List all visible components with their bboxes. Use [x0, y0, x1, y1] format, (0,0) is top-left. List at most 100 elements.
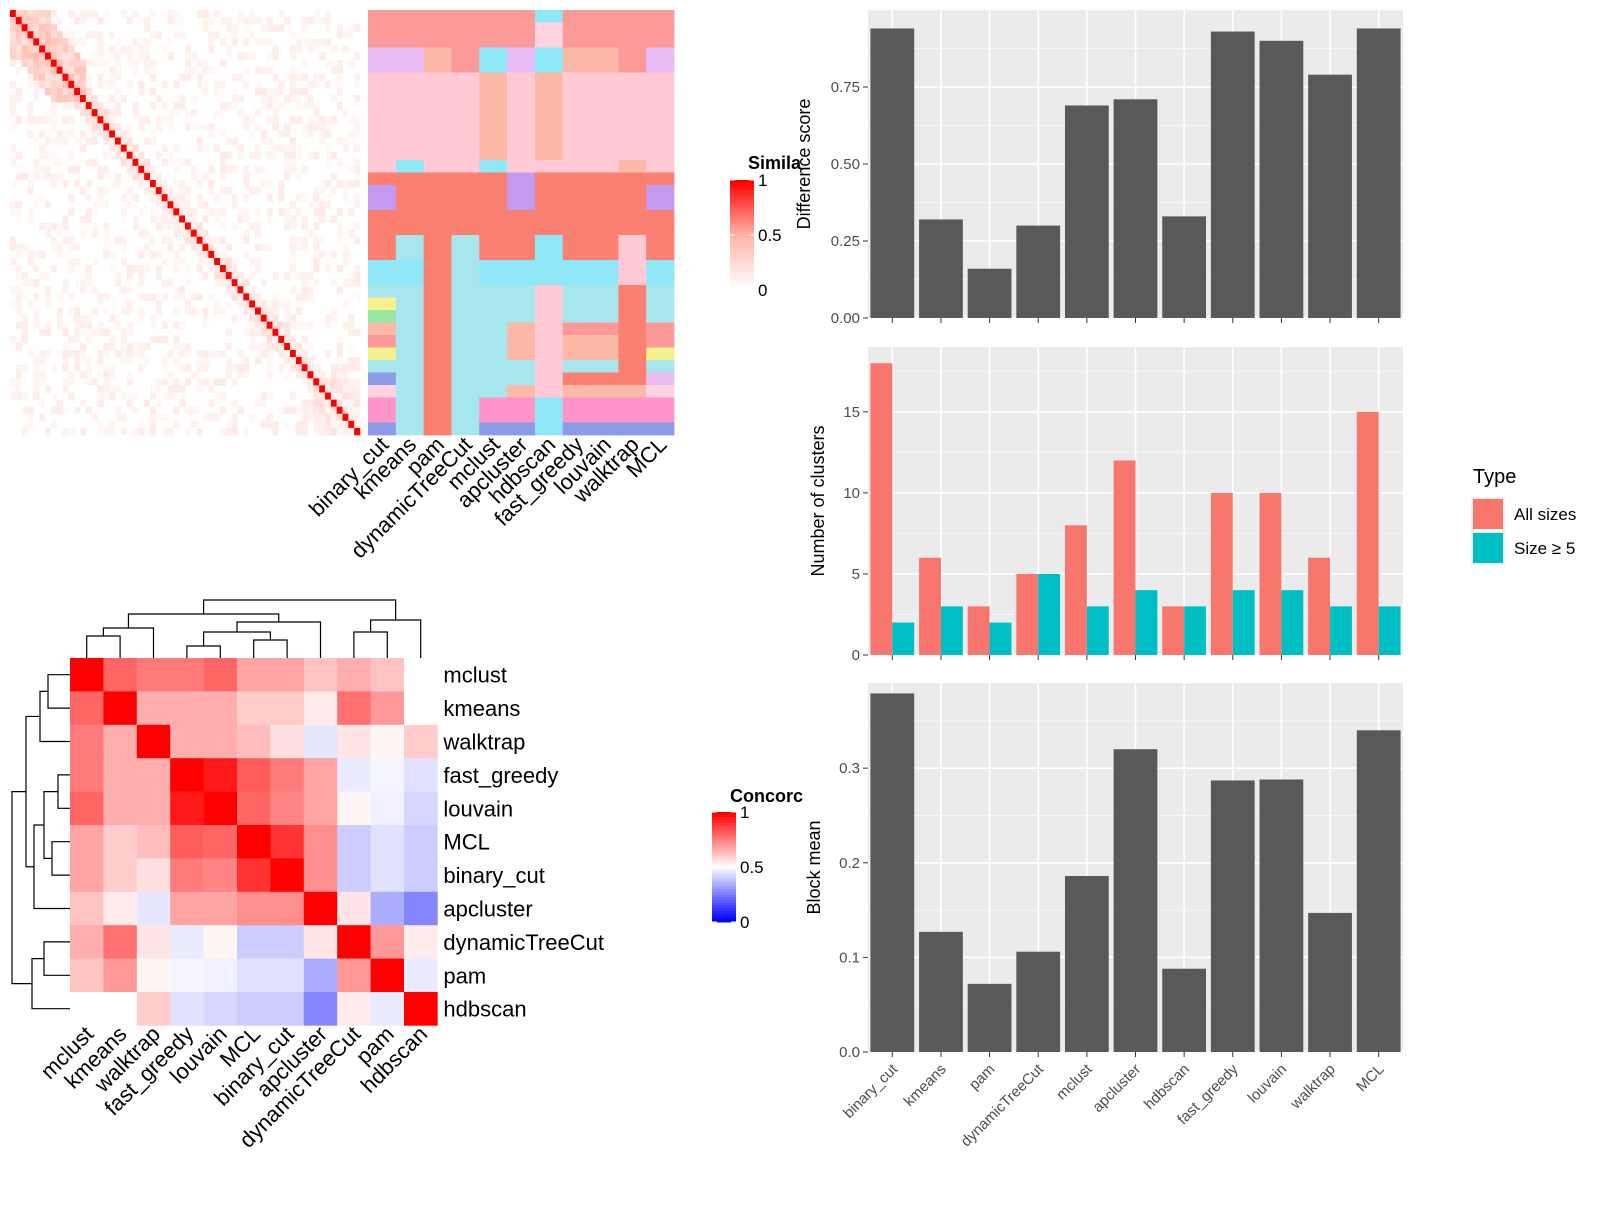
- similarity-cell: [202, 378, 209, 386]
- assignment-cell: [368, 185, 397, 198]
- similarity-cell: [330, 420, 337, 429]
- similarity-cell: [173, 321, 180, 330]
- similarity-cell: [266, 314, 273, 322]
- similarity-cell: [45, 130, 52, 138]
- similarity-cell: [231, 24, 238, 32]
- similarity-cell: [284, 130, 291, 138]
- assignment-cell: [423, 247, 452, 261]
- similarity-cell: [126, 342, 133, 351]
- similarity-cell: [330, 172, 337, 181]
- similarity-cell: [161, 357, 168, 365]
- similarity-cell: [68, 10, 75, 18]
- concordance-cell: [170, 958, 204, 993]
- similarity-cell: [10, 109, 17, 117]
- assignment-cell: [646, 10, 675, 23]
- similarity-legend: Simila 10.50: [730, 153, 802, 300]
- similarity-cell: [21, 17, 28, 25]
- similarity-cell: [150, 314, 157, 322]
- similarity-cell: [208, 17, 215, 25]
- similarity-cell: [109, 265, 116, 273]
- similarity-cell: [220, 378, 227, 386]
- similarity-cell: [185, 279, 192, 287]
- similarity-cell: [290, 66, 297, 75]
- similarity-cell: [91, 378, 98, 386]
- similarity-cell: [132, 194, 139, 202]
- similarity-cell: [173, 31, 180, 39]
- similarity-cell: [301, 194, 308, 202]
- assignment-cell: [646, 72, 675, 86]
- similarity-cell: [45, 222, 52, 230]
- similarity-cell: [202, 80, 209, 89]
- assignment-cell: [507, 147, 536, 161]
- similarity-cell: [109, 342, 116, 351]
- similarity-cell: [144, 137, 151, 145]
- similarity-cell: [62, 406, 69, 415]
- similarity-cell: [325, 158, 332, 167]
- y-tick-label: 15: [843, 404, 860, 421]
- similarity-cell: [179, 342, 186, 351]
- bar-size-ge-5: [892, 622, 915, 655]
- assignment-cell: [395, 160, 425, 173]
- similarity-cell: [330, 66, 337, 75]
- similarity-cell: [319, 180, 326, 188]
- similarity-cell: [68, 45, 75, 53]
- assignment-cell: [368, 147, 397, 161]
- similarity-cell: [237, 17, 244, 25]
- similarity-cell: [208, 130, 215, 138]
- similarity-cell: [39, 350, 46, 358]
- concordance-cell: [136, 958, 171, 993]
- similarity-cell: [255, 38, 262, 46]
- concordance-cell: [370, 958, 405, 993]
- assignment-cell: [479, 322, 508, 336]
- similarity-cell: [126, 45, 133, 53]
- similarity-cell: [237, 52, 244, 60]
- row-dendrogram-link: [11, 791, 32, 985]
- concordance-cell: [136, 858, 171, 893]
- similarity-cell: [74, 17, 81, 25]
- similarity-cell: [74, 172, 81, 181]
- concordance-cell: [103, 691, 138, 726]
- x-tick-label: walktrap: [1287, 1061, 1339, 1113]
- similarity-cell: [214, 87, 221, 96]
- assignment-cell: [646, 222, 675, 236]
- similarity-cell: [15, 371, 22, 379]
- concordance-legend-title: Concorc: [730, 786, 803, 806]
- similarity-cell: [161, 427, 168, 436]
- assignment-cell: [451, 360, 480, 373]
- similarity-cell: [354, 144, 361, 152]
- similarity-cell: [132, 222, 139, 230]
- similarity-cell: [167, 385, 174, 393]
- concordance-cell: [170, 791, 204, 826]
- similarity-cell: [167, 243, 174, 252]
- similarity-cell: [150, 31, 157, 39]
- similarity-cell: [325, 194, 332, 202]
- concordance-cell: [237, 791, 271, 826]
- similarity-cell: [85, 180, 92, 188]
- assignment-cell: [562, 297, 591, 311]
- similarity-cell: [161, 364, 168, 372]
- similarity-cell: [39, 250, 46, 259]
- similarity-cell: [220, 172, 227, 181]
- similarity-cell: [138, 45, 145, 53]
- concordance-cell: [170, 825, 204, 859]
- similarity-cell: [15, 52, 22, 60]
- similarity-cell: [126, 17, 133, 25]
- similarity-cell: [120, 144, 127, 152]
- assignment-cell: [590, 47, 619, 61]
- similarity-cell: [68, 194, 75, 202]
- assignment-cell: [479, 247, 508, 261]
- similarity-cell: [295, 357, 302, 365]
- similarity-cell: [255, 265, 262, 273]
- similarity-cell: [313, 17, 320, 25]
- similarity-cell: [80, 144, 87, 152]
- assignment-cell: [534, 422, 564, 436]
- similarity-cell: [348, 314, 355, 322]
- bar: [1113, 99, 1158, 318]
- similarity-cell: [336, 371, 343, 379]
- similarity-cell: [50, 265, 57, 273]
- similarity-cell: [342, 406, 349, 415]
- similarity-legend-swatch: [730, 202, 754, 206]
- assignment-cell: [562, 85, 591, 98]
- similarity-cell: [91, 201, 98, 209]
